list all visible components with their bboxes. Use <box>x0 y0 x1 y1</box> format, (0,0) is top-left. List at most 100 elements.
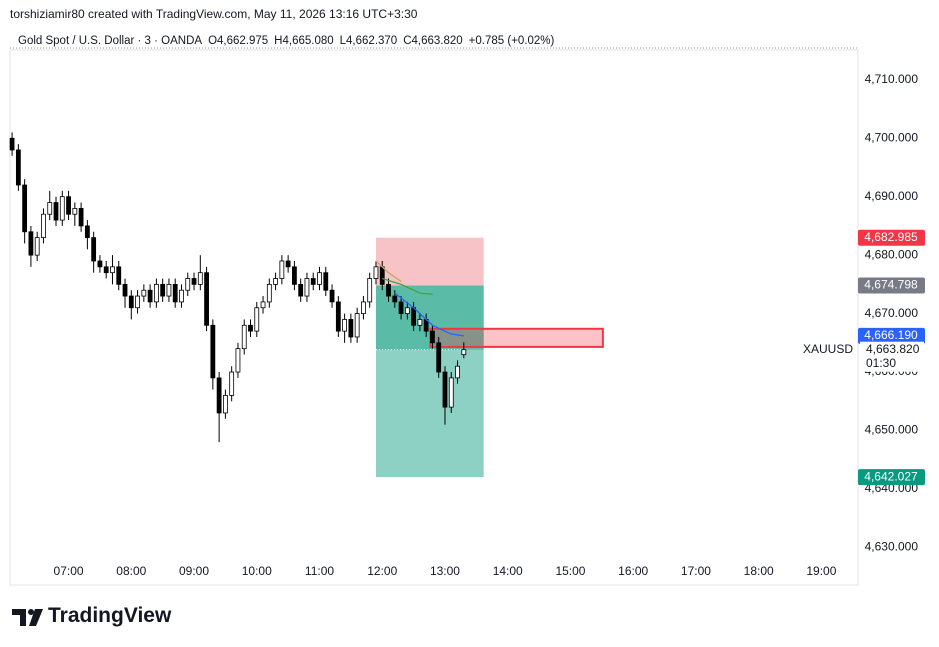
candle-body <box>317 272 322 285</box>
y-tick-label: 4,710.000 <box>865 72 919 86</box>
candle-body <box>15 149 21 186</box>
indicator-line <box>382 277 433 295</box>
x-tick-label: 14:00 <box>493 564 523 578</box>
candle-body <box>91 237 97 262</box>
candle-body <box>248 324 253 332</box>
candle-body <box>197 272 203 285</box>
legend-item: L4,662.370 <box>339 35 398 47</box>
x-tick-label: 12:00 <box>367 564 397 578</box>
candle-body <box>222 395 228 414</box>
candle-body <box>210 324 216 379</box>
y-tick-label: 4,700.000 <box>865 130 919 144</box>
candle-body <box>310 278 316 285</box>
candle-body <box>28 231 34 256</box>
candle-body <box>298 283 304 297</box>
candle-body <box>172 283 178 303</box>
symbol-label: XAUUSD <box>803 342 853 356</box>
candle-body <box>122 283 128 297</box>
candle-body <box>34 237 40 256</box>
x-tick-label: 19:00 <box>806 564 836 578</box>
legend: Gold Spot / U.S. Dollar · 3 · OANDA O4,66… <box>18 35 560 47</box>
candle-body <box>66 196 71 215</box>
candle-body <box>147 289 153 303</box>
entry-badge-label: 4,674.798 <box>864 278 918 292</box>
candle-body <box>260 301 266 309</box>
candle-body <box>386 283 391 297</box>
candle-body <box>292 266 297 285</box>
candle-body <box>436 342 442 373</box>
stop-badge-label: 4,682.985 <box>864 230 918 244</box>
candle-body <box>304 278 310 297</box>
candle-body <box>348 319 354 338</box>
candle-body <box>110 266 115 274</box>
last-price-label: 4,663.820 <box>866 342 920 356</box>
x-tick-label: 11:00 <box>305 564 334 578</box>
candle-body <box>235 348 241 373</box>
brand-logo <box>12 609 43 626</box>
legend-item: Gold Spot / U.S. Dollar · 3 · OANDA <box>18 35 203 47</box>
candle-body <box>53 202 59 221</box>
plot-area <box>9 132 604 478</box>
x-tick-label: 18:00 <box>744 564 774 578</box>
last-price-bg <box>860 341 924 372</box>
candle-body <box>97 260 103 268</box>
legend-item: C4,663.820 <box>403 35 463 47</box>
x-tick-label: 17:00 <box>681 564 711 578</box>
candle-body <box>9 137 15 151</box>
candle-body <box>417 319 423 326</box>
candle-body <box>461 349 467 356</box>
candle-body <box>373 266 379 279</box>
countdown: 01:30 <box>866 356 896 370</box>
legend-item: H4,665.080 <box>274 35 334 47</box>
candle-body <box>342 319 347 332</box>
candle-body <box>442 371 448 408</box>
entry-badge <box>858 277 925 294</box>
price-marker-label: 4,666.190 <box>864 328 918 342</box>
candle-body <box>273 278 278 285</box>
candle-body <box>116 266 122 285</box>
candle-body <box>361 301 366 314</box>
y-tick-label: 4,690.000 <box>865 189 919 203</box>
candle-body <box>78 207 84 227</box>
brand: TradingView <box>48 604 172 627</box>
y-tick-label: 4,630.000 <box>865 540 919 554</box>
candle-body <box>266 283 272 303</box>
y-tick-label: 4,650.000 <box>865 423 919 437</box>
price-marker <box>858 327 925 344</box>
candle-body <box>354 313 360 338</box>
candle-body <box>329 289 335 303</box>
target-badge-label: 4,642.027 <box>864 469 918 483</box>
legend-item: O4,662.975 <box>208 35 269 47</box>
candle-body <box>41 213 46 239</box>
candle-body <box>229 371 235 396</box>
candle-body <box>448 377 454 408</box>
candle-body <box>367 278 373 303</box>
candle-body <box>254 307 260 332</box>
x-tick-label: 15:00 <box>555 564 585 578</box>
candle-body <box>216 377 222 414</box>
x-tick-label: 08:00 <box>116 564 146 578</box>
zone-box <box>429 327 604 348</box>
candle-body <box>185 278 191 291</box>
stop-badge <box>858 229 925 246</box>
y-tick-label: 4,670.000 <box>865 306 919 320</box>
candle-body <box>204 272 209 326</box>
candle-body <box>166 283 172 297</box>
candle-body <box>398 301 404 314</box>
candle-body <box>191 278 197 285</box>
x-tick-label: 09:00 <box>179 564 209 578</box>
y-tick-label: 4,680.000 <box>865 247 919 261</box>
indicator-line <box>394 292 464 337</box>
candle-body <box>22 184 28 233</box>
candle-body <box>392 295 398 303</box>
x-tick-label: 16:00 <box>618 564 648 578</box>
candle-body <box>128 295 134 309</box>
stop-zone <box>375 237 484 286</box>
candle-body <box>103 266 109 274</box>
candle-body <box>404 307 410 314</box>
x-tick-label: 10:00 <box>242 564 272 578</box>
candle-body <box>241 324 247 350</box>
candle-body <box>411 307 417 326</box>
